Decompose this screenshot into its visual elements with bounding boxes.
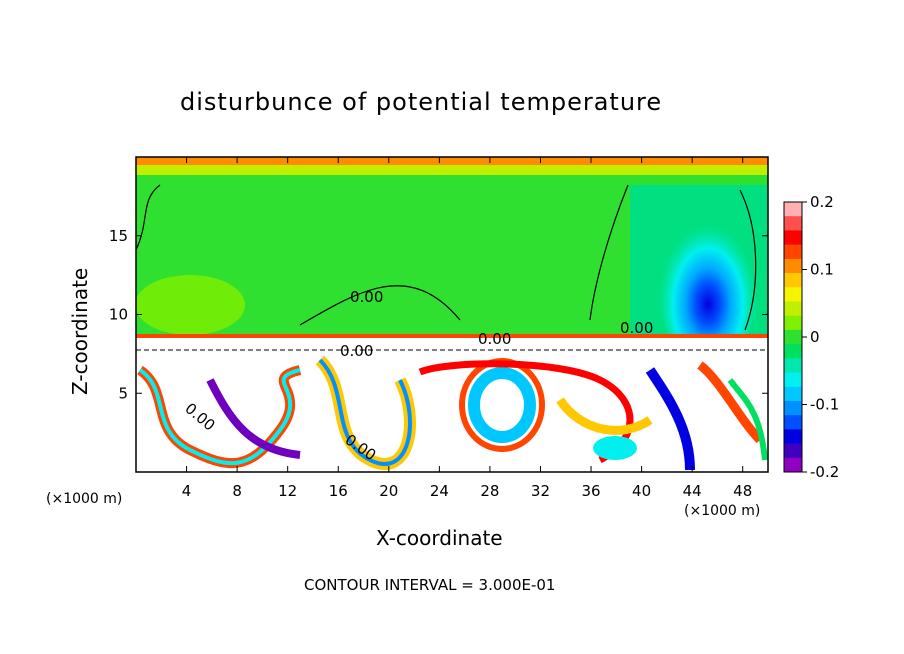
colorbar-swatch [784, 358, 802, 374]
x-tick-label: 28 [480, 482, 499, 500]
colorbar-tick-label: 0 [810, 328, 820, 346]
colorbar: 0.2 0.1 0 -0.1 -0.2 [783, 193, 839, 481]
colorbar-swatch [784, 429, 802, 445]
y-axis-ticks: 5 10 15 [109, 227, 768, 402]
colorbar-swatch [784, 415, 802, 430]
x-tick-label: 8 [232, 482, 242, 500]
colorbar-swatch [784, 301, 802, 317]
top-band [136, 157, 768, 165]
x-tick-label: 36 [581, 482, 600, 500]
eddy-5 [556, 397, 653, 435]
colorbar-tick-label: -0.2 [810, 463, 839, 481]
x-unit-label-left: (×1000 m) [46, 491, 123, 507]
contour-label: 0.00 [340, 342, 373, 360]
x-tick-label: 12 [278, 482, 297, 500]
contour-label: 0.00 [478, 330, 511, 348]
x-tick-label: 16 [329, 482, 348, 500]
contour-label: 0.00 [350, 288, 383, 306]
y-tick-label: 5 [118, 384, 128, 402]
colorbar-swatch [784, 372, 802, 388]
x-axis-ticks: 4 8 12 16 20 24 28 32 36 40 44 48 [182, 157, 752, 500]
colorbar-swatch [784, 244, 802, 260]
contour-label: 0.00 [620, 319, 653, 337]
x-tick-label: 20 [379, 482, 398, 500]
lower-layer [136, 356, 768, 472]
y-tick-label: 10 [109, 306, 128, 324]
colorbar-swatch [784, 400, 802, 416]
x-tick-label: 24 [430, 482, 449, 500]
x-unit-label-right: (×1000 m) [684, 503, 761, 519]
x-tick-label: 4 [182, 482, 192, 500]
colorbar-swatch [784, 457, 802, 473]
colorbar-swatch [784, 287, 802, 302]
colorbar-swatch [784, 443, 802, 459]
colorbar-tick-label: 0.2 [810, 193, 834, 211]
colorbar-swatch [784, 386, 802, 402]
colorbar-swatch [784, 344, 802, 359]
eddy-ring [468, 367, 536, 443]
x-tick-label: 44 [683, 482, 702, 500]
field-layer [136, 157, 768, 472]
eddy-blob [593, 436, 637, 460]
colorbar-swatch [784, 258, 802, 274]
x-tick-label: 40 [632, 482, 651, 500]
colorbar-tick-label: 0.1 [810, 261, 834, 279]
colorbar-swatch [784, 202, 802, 217]
colorbar-tick-label: -0.1 [810, 396, 839, 414]
x-tick-label: 48 [733, 482, 752, 500]
eddy-7 [697, 361, 764, 444]
top-band-2 [136, 165, 768, 175]
colorbar-swatch [784, 216, 802, 231]
contour-line-4 [739, 189, 757, 331]
interface-stripe [136, 334, 768, 338]
eddy-6 [645, 367, 695, 471]
contour-line-1 [136, 184, 161, 251]
colorbar-swatch [784, 315, 802, 331]
eddy-4 [418, 360, 634, 464]
warm-patch [136, 275, 245, 335]
contour-interval-note: CONTOUR INTERVAL = 3.000E-01 [304, 576, 556, 594]
colorbar-swatch [784, 230, 802, 246]
contour-line-3 [589, 184, 629, 321]
cold-anomaly [658, 205, 758, 365]
eddy-1-core [138, 368, 301, 465]
eddy-3-core [318, 358, 412, 466]
contour-line-2 [299, 285, 461, 326]
x-tick-label: 32 [531, 482, 550, 500]
x-axis-label: X-coordinate [376, 526, 503, 550]
y-tick-label: 15 [109, 227, 128, 245]
chart-title: disturbunce of potential temperature [180, 88, 663, 116]
interface-band [136, 338, 768, 356]
eddy-2 [206, 378, 301, 459]
eddy-8 [727, 378, 768, 461]
colorbar-swatch [784, 329, 802, 345]
colorbar-swatch [784, 273, 802, 288]
